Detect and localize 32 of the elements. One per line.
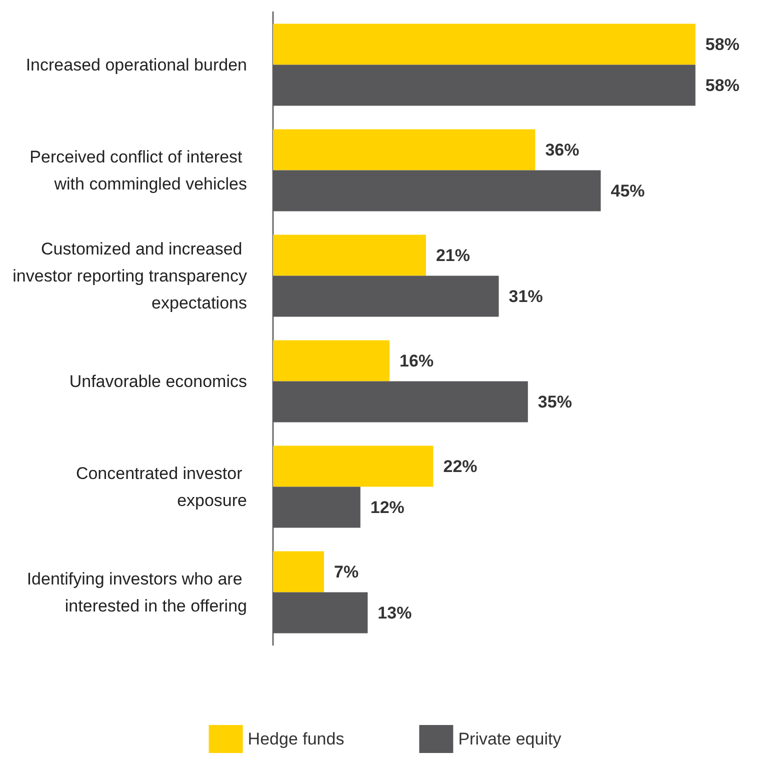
data-label: 58%	[705, 34, 740, 54]
data-label: 21%	[436, 246, 470, 265]
data-label: 35%	[538, 392, 572, 412]
y-tick-label: Unfavorable economics	[69, 372, 247, 391]
data-label: 13%	[378, 603, 412, 622]
data-label: 58%	[705, 76, 740, 95]
y-tick-label: Customized and increased investor reporting transparency expectations	[12, 239, 248, 312]
y-tick-label: Identifying investors who are interested in the offering	[26, 569, 247, 616]
legend-label: Hedge funds	[248, 730, 344, 748]
data-label: 31%	[508, 286, 543, 306]
data-label: 12%	[370, 498, 404, 517]
bar	[273, 276, 499, 317]
bar	[273, 592, 368, 634]
data-label: 45%	[610, 181, 645, 200]
bar	[273, 551, 324, 592]
data-label: 7%	[334, 562, 359, 582]
data-label: 36%	[545, 140, 580, 160]
bar	[273, 340, 390, 382]
bar	[273, 24, 696, 65]
y-tick-label: Perceived conflict of interest with commingled vehicles	[30, 147, 247, 194]
bar	[273, 446, 434, 487]
y-tick-label: Increased operational burden	[26, 55, 247, 74]
bar	[273, 486, 360, 528]
legend-label: Private equity	[458, 730, 562, 748]
data-label: 22%	[443, 456, 478, 476]
data-label: 16%	[400, 351, 434, 370]
bar	[273, 170, 601, 212]
bar	[273, 129, 536, 170]
bar	[273, 234, 426, 276]
bar	[273, 64, 696, 106]
bar	[273, 381, 528, 422]
y-tick-label: Concentrated investor exposure	[76, 464, 247, 510]
